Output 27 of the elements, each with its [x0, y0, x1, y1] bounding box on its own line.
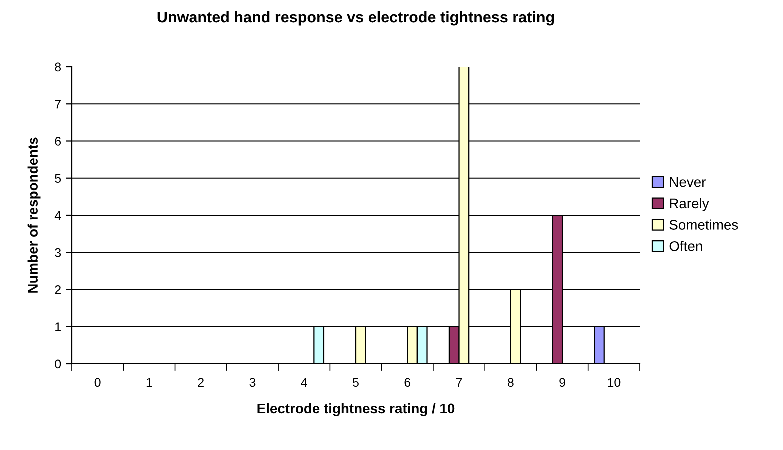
- y-tick-label: 6: [55, 137, 62, 146]
- x-tick-label: 5: [353, 378, 359, 388]
- x-tick-label: 2: [198, 378, 204, 387]
- y-tick-label: 1: [56, 322, 61, 332]
- x-tick-label: 3: [250, 378, 256, 388]
- legend-label: Often: [670, 241, 702, 252]
- y-tick-label: 0: [55, 360, 62, 369]
- legend-label: Never: [670, 178, 706, 188]
- y-axis-title: Number of respondents: [28, 138, 41, 293]
- x-tick-label: 0: [94, 378, 101, 388]
- x-axis-title: Electrode tightness rating / 10: [258, 403, 455, 416]
- legend-label: Sometimes: [670, 220, 738, 230]
- y-tick-label: 2: [55, 286, 61, 294]
- y-tick-label: 4: [54, 211, 62, 220]
- x-tick-label: 8: [508, 378, 514, 388]
- x-tick-label: 7: [456, 378, 462, 387]
- x-tick-label: 6: [404, 378, 411, 388]
- x-tick-label: 10: [608, 378, 621, 388]
- x-tick-label: 9: [560, 378, 566, 388]
- legend-label: Rarely: [670, 198, 710, 212]
- x-tick-label: 1: [146, 378, 152, 387]
- chart-title: Unwanted hand response vs electrode tightness rating: [158, 11, 554, 26]
- y-tick-label: 7: [55, 100, 61, 109]
- x-tick-label: 4: [301, 378, 308, 387]
- y-tick-label: 3: [55, 248, 62, 258]
- y-tick-label: 5: [55, 174, 62, 184]
- y-tick-label: 8: [55, 62, 62, 72]
